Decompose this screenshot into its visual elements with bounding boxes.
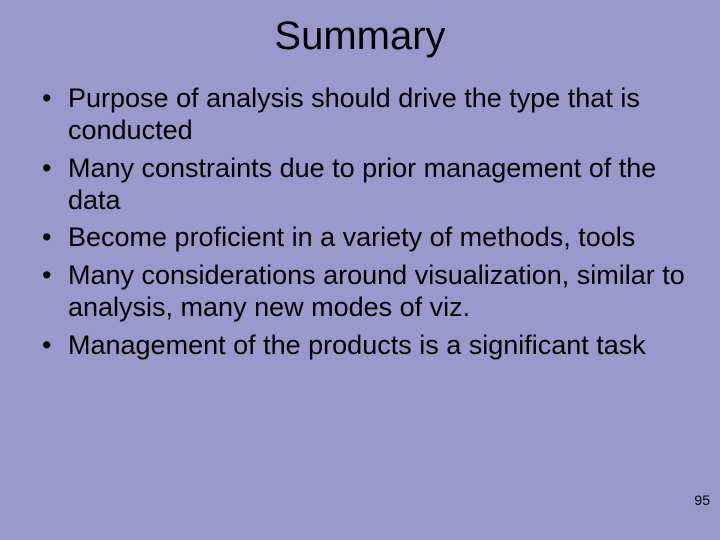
bullet-item: Many considerations around visualization… xyxy=(42,260,690,324)
page-number: 95 xyxy=(694,492,710,508)
bullet-item: Become proficient in a variety of method… xyxy=(42,222,690,254)
bullet-list: Purpose of analysis should drive the typ… xyxy=(30,83,690,362)
slide-title: Summary xyxy=(30,14,690,59)
bullet-item: Many constraints due to prior management… xyxy=(42,153,690,217)
bullet-item: Management of the products is a signific… xyxy=(42,330,690,362)
bullet-item: Purpose of analysis should drive the typ… xyxy=(42,83,690,147)
slide: Summary Purpose of analysis should drive… xyxy=(0,0,720,540)
